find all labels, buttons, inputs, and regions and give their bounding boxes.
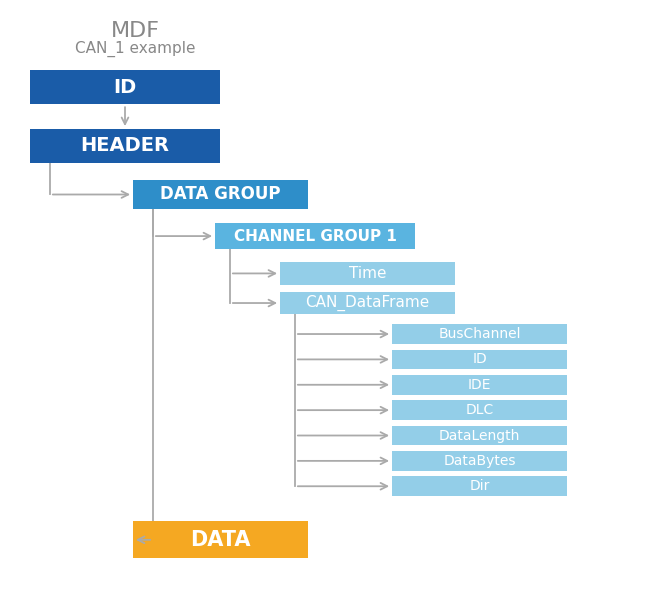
Text: DataLength: DataLength bbox=[439, 428, 520, 443]
FancyBboxPatch shape bbox=[392, 375, 567, 395]
Text: BusChannel: BusChannel bbox=[438, 327, 521, 341]
FancyBboxPatch shape bbox=[392, 324, 567, 344]
FancyBboxPatch shape bbox=[392, 400, 567, 420]
FancyBboxPatch shape bbox=[30, 71, 220, 104]
Text: Time: Time bbox=[349, 266, 386, 281]
Text: IDE: IDE bbox=[468, 378, 491, 392]
Text: ID: ID bbox=[472, 352, 487, 367]
Text: ID: ID bbox=[114, 78, 137, 97]
Text: DATA: DATA bbox=[190, 530, 250, 550]
Text: CAN_1 example: CAN_1 example bbox=[75, 41, 195, 57]
FancyBboxPatch shape bbox=[280, 262, 455, 285]
FancyBboxPatch shape bbox=[392, 350, 567, 369]
Text: HEADER: HEADER bbox=[81, 137, 170, 155]
Text: MDF: MDF bbox=[110, 21, 160, 41]
FancyBboxPatch shape bbox=[30, 129, 220, 163]
Text: Dir: Dir bbox=[470, 479, 490, 493]
Text: CHANNEL GROUP 1: CHANNEL GROUP 1 bbox=[234, 229, 396, 244]
FancyBboxPatch shape bbox=[133, 522, 308, 558]
FancyBboxPatch shape bbox=[133, 180, 308, 209]
FancyBboxPatch shape bbox=[392, 426, 567, 446]
Text: DATA GROUP: DATA GROUP bbox=[160, 186, 281, 204]
FancyBboxPatch shape bbox=[280, 292, 455, 314]
FancyBboxPatch shape bbox=[215, 223, 415, 249]
Text: DLC: DLC bbox=[466, 403, 494, 417]
Text: DataBytes: DataBytes bbox=[444, 454, 516, 468]
FancyBboxPatch shape bbox=[392, 476, 567, 496]
Text: CAN_DataFrame: CAN_DataFrame bbox=[305, 295, 430, 311]
FancyBboxPatch shape bbox=[392, 451, 567, 471]
